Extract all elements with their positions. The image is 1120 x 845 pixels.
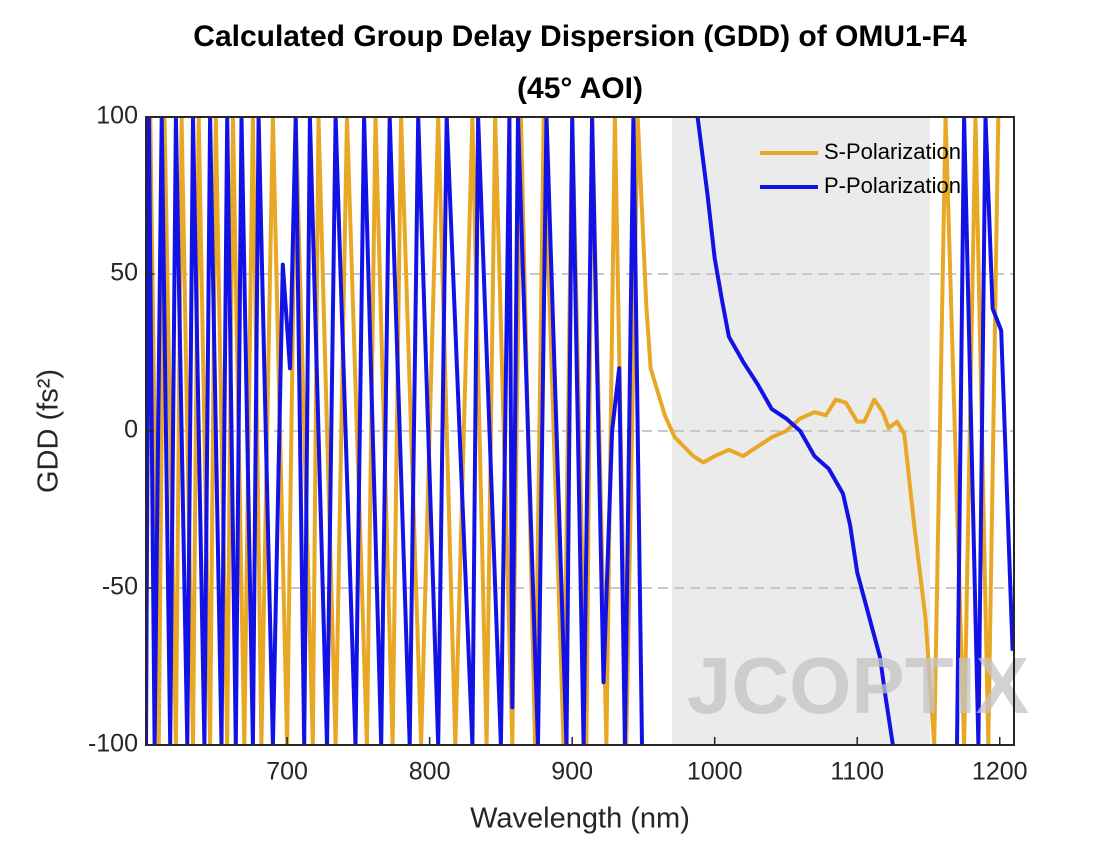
- plot-area: [146, 117, 1014, 745]
- y-tick-label: 100: [96, 102, 138, 130]
- x-tick-label: 1200: [972, 758, 1028, 786]
- axes-frame: [145, 116, 1015, 746]
- legend-label: S-Polarization: [824, 139, 961, 164]
- y-tick-label: 0: [124, 416, 138, 444]
- x-tick-label: 1000: [687, 758, 743, 786]
- x-axis-label: Wavelength (nm): [470, 803, 690, 835]
- chart-title: (45° AOI): [517, 72, 643, 105]
- series-line: [146, 117, 1014, 745]
- x-tick-label: 700: [266, 758, 308, 786]
- y-tick-label: 50: [110, 259, 138, 287]
- watermark: JCOPTIX: [687, 641, 1029, 730]
- y-tick-label: -100: [88, 730, 138, 758]
- x-tick-label: 1100: [830, 758, 884, 786]
- y-axis-label: GDD (fs²): [33, 369, 65, 493]
- x-tick-label: 900: [551, 758, 593, 786]
- chart-title: Calculated Group Delay Dispersion (GDD) …: [193, 20, 967, 53]
- y-tick-label: -50: [102, 573, 138, 601]
- legend-label: P-Polarization: [824, 173, 961, 198]
- x-tick-label: 800: [409, 758, 451, 786]
